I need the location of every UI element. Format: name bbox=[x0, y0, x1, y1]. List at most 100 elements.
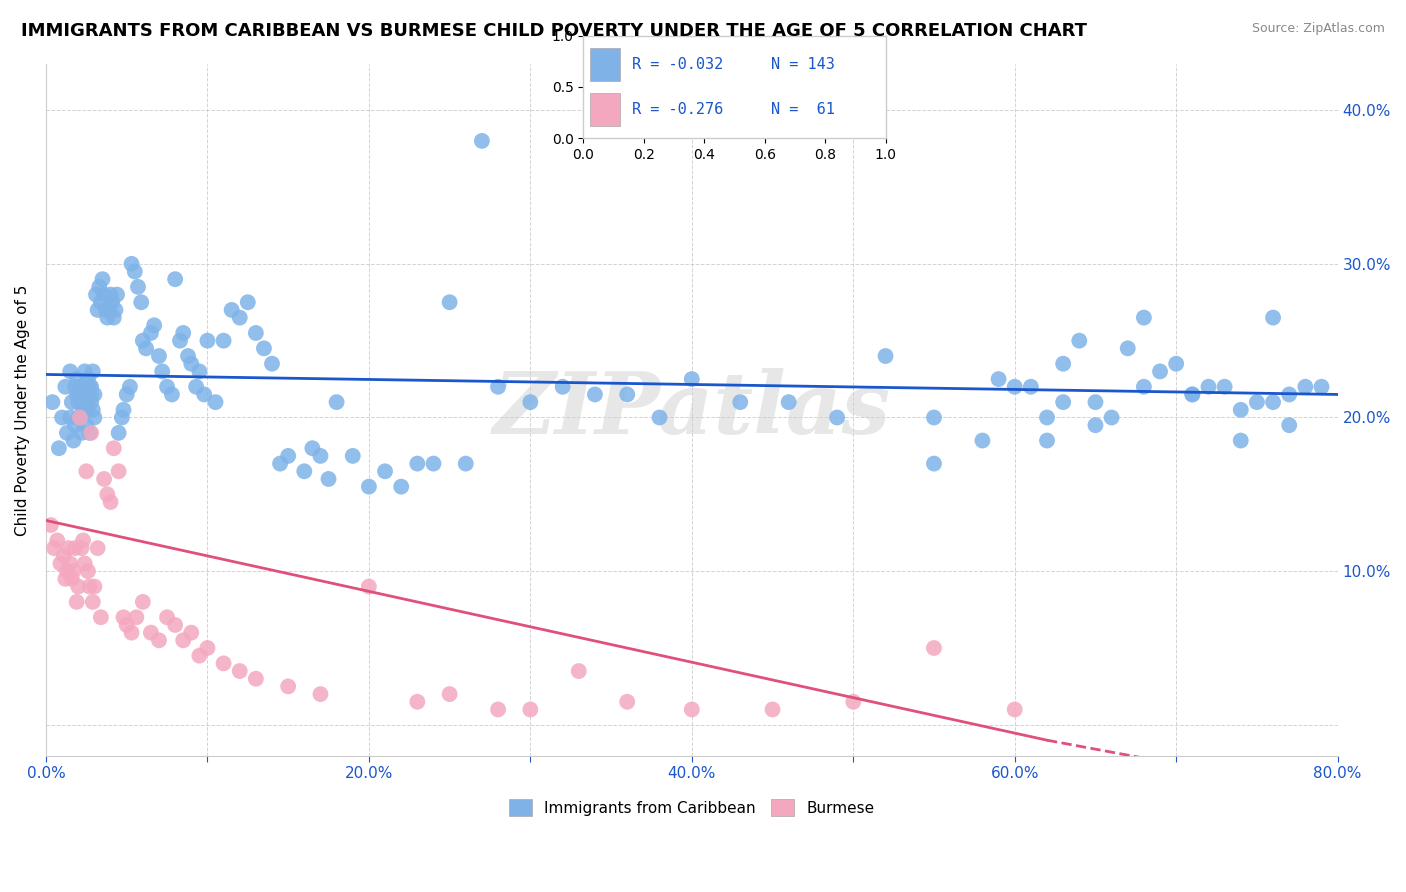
Point bbox=[86, 541, 108, 555]
Point bbox=[1133, 310, 1156, 325]
Point bbox=[80, 425, 103, 440]
Point bbox=[454, 457, 477, 471]
Point bbox=[1278, 387, 1301, 401]
Point bbox=[184, 380, 207, 394]
Point bbox=[1004, 702, 1026, 716]
Point bbox=[72, 402, 94, 417]
Point bbox=[406, 457, 429, 471]
Point bbox=[104, 302, 127, 317]
Point bbox=[83, 410, 105, 425]
Point bbox=[406, 695, 429, 709]
Point bbox=[59, 410, 82, 425]
Point bbox=[236, 295, 259, 310]
Point bbox=[42, 541, 65, 555]
Point bbox=[389, 480, 412, 494]
Point bbox=[75, 418, 97, 433]
Point bbox=[165, 272, 187, 286]
Point bbox=[121, 257, 143, 271]
Point bbox=[486, 380, 509, 394]
Point bbox=[260, 357, 283, 371]
Point bbox=[135, 342, 157, 356]
Point bbox=[100, 495, 122, 509]
Point bbox=[139, 326, 162, 340]
Point bbox=[1261, 395, 1284, 409]
Point bbox=[728, 395, 751, 409]
Point bbox=[245, 672, 267, 686]
Point bbox=[107, 464, 129, 478]
Point bbox=[121, 625, 143, 640]
Point bbox=[1310, 380, 1333, 394]
Point bbox=[761, 702, 783, 716]
Point bbox=[82, 595, 104, 609]
Point bbox=[309, 449, 332, 463]
Point bbox=[70, 541, 93, 555]
Point bbox=[1278, 418, 1301, 433]
Point bbox=[70, 425, 93, 440]
Text: ZIPatlas: ZIPatlas bbox=[492, 368, 891, 451]
Point bbox=[75, 464, 97, 478]
Point bbox=[103, 442, 125, 456]
Point bbox=[96, 487, 118, 501]
Text: IMMIGRANTS FROM CARIBBEAN VS BURMESE CHILD POVERTY UNDER THE AGE OF 5 CORRELATIO: IMMIGRANTS FROM CARIBBEAN VS BURMESE CHI… bbox=[21, 22, 1087, 40]
Point bbox=[519, 702, 541, 716]
Point bbox=[165, 618, 187, 632]
Text: R = -0.276: R = -0.276 bbox=[631, 102, 723, 117]
Point bbox=[277, 680, 299, 694]
Point bbox=[143, 318, 166, 333]
Point bbox=[63, 418, 86, 433]
Point bbox=[269, 457, 291, 471]
Point bbox=[62, 564, 84, 578]
Point bbox=[101, 295, 124, 310]
Point bbox=[197, 334, 219, 348]
Point bbox=[439, 687, 461, 701]
Point bbox=[105, 287, 128, 301]
Point bbox=[73, 364, 96, 378]
Point bbox=[1166, 357, 1188, 371]
Point bbox=[188, 648, 211, 663]
Point bbox=[59, 364, 82, 378]
Point bbox=[1084, 395, 1107, 409]
Point bbox=[112, 610, 135, 624]
Point bbox=[922, 640, 945, 655]
Point bbox=[374, 464, 396, 478]
Point bbox=[46, 533, 69, 548]
Bar bbox=[589, 93, 620, 126]
Text: N = 143: N = 143 bbox=[770, 57, 835, 72]
Point bbox=[616, 387, 638, 401]
Point bbox=[188, 364, 211, 378]
Point bbox=[778, 395, 800, 409]
Point bbox=[100, 287, 122, 301]
Point bbox=[60, 395, 83, 409]
Point bbox=[112, 402, 135, 417]
Point bbox=[439, 295, 461, 310]
Point bbox=[72, 380, 94, 394]
Point bbox=[132, 334, 155, 348]
Point bbox=[70, 395, 93, 409]
Point bbox=[52, 549, 75, 563]
Point bbox=[277, 449, 299, 463]
Point bbox=[325, 395, 347, 409]
Point bbox=[1052, 357, 1074, 371]
Point bbox=[107, 425, 129, 440]
Point bbox=[103, 310, 125, 325]
Point bbox=[922, 457, 945, 471]
Point bbox=[91, 272, 114, 286]
Point bbox=[129, 295, 152, 310]
Point bbox=[125, 610, 148, 624]
Point bbox=[90, 610, 112, 624]
Point bbox=[69, 387, 91, 401]
Point bbox=[80, 380, 103, 394]
Point bbox=[96, 310, 118, 325]
Point bbox=[1084, 418, 1107, 433]
Point bbox=[132, 595, 155, 609]
Point bbox=[80, 395, 103, 409]
Point bbox=[177, 349, 200, 363]
Point bbox=[1149, 364, 1171, 378]
Point bbox=[41, 395, 63, 409]
Point bbox=[73, 557, 96, 571]
Point bbox=[212, 334, 235, 348]
Point bbox=[987, 372, 1010, 386]
Point bbox=[75, 395, 97, 409]
Point bbox=[486, 702, 509, 716]
Text: Source: ZipAtlas.com: Source: ZipAtlas.com bbox=[1251, 22, 1385, 36]
